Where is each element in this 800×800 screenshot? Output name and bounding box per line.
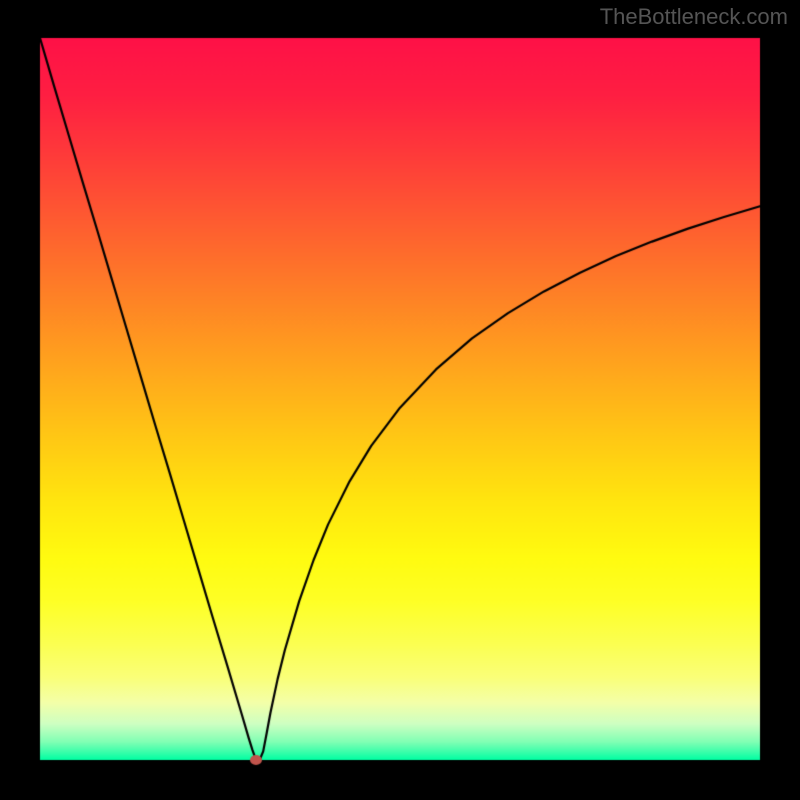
watermark-label: TheBottleneck.com — [600, 4, 788, 30]
chart-container: TheBottleneck.com — [0, 0, 800, 800]
bottleneck-curve-chart — [0, 0, 800, 800]
